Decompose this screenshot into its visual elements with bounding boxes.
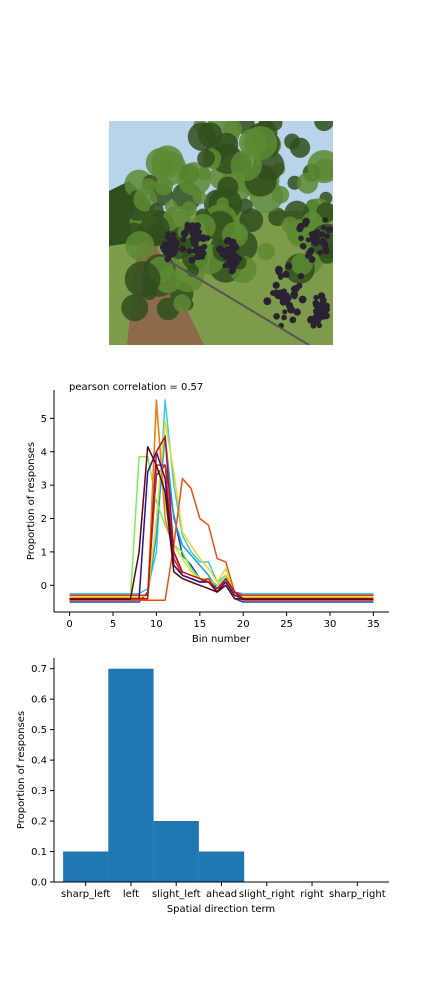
bar-chart-x-tick-label: slight_right (239, 889, 295, 900)
line-chart: pearson correlation = 0.57 0 5 10 15 20 25 30 3… (26, 382, 389, 645)
line-chart-y-tick-label: 1 (41, 547, 47, 558)
line-chart-y-tick-label: 0 (41, 581, 47, 592)
line-chart-y-label: Proportion of responses (26, 442, 37, 560)
line-chart-y-tick-label: 3 (41, 481, 47, 492)
bar-chart-x-tick-label: left (123, 889, 139, 900)
bar-left (108, 668, 154, 882)
line-chart-y-tick-label: 5 (41, 414, 47, 425)
bar-slight-left (153, 821, 199, 882)
vineyard-grapes-photo (109, 121, 333, 345)
line-chart-y-tick-label: 4 (41, 447, 47, 458)
line-chart-x-tick-label: 0 (66, 619, 72, 630)
line-chart-x-tick-label: 15 (193, 619, 206, 630)
line-chart-x-tick-label: 10 (150, 619, 163, 630)
bar-chart: sharp_left left slight_left ahead slight_rig… (16, 658, 389, 915)
line-series-1 (69, 464, 374, 603)
bar-chart-y-tick-label: 0.4 (31, 756, 47, 767)
bar-chart-x-tick-label: sharp_right (329, 889, 386, 900)
bar-chart-x-tick-label: right (300, 889, 324, 900)
bar-chart-x-tick-label: sharp_left (61, 889, 110, 900)
line-chart-x-tick-label: 20 (237, 619, 250, 630)
bar-sharp-left (63, 851, 109, 882)
bar-chart-y-tick-label: 0.2 (31, 817, 47, 828)
line-series-6 (69, 420, 374, 598)
line-chart-y-tick-label: 2 (41, 514, 47, 525)
bar-chart-x-tick-label: slight_left (152, 889, 201, 900)
bar-chart-y-tick-label: 0.0 (31, 878, 47, 889)
line-series-9 (69, 464, 374, 597)
line-series-3 (69, 434, 374, 597)
line-series-5 (69, 404, 374, 600)
bar-chart-y-tick-label: 0.3 (31, 786, 47, 797)
bar-chart-y-tick-label: 0.5 (31, 725, 47, 736)
bar-chart-y-tick-label: 0.1 (31, 847, 47, 858)
line-series-12 (69, 446, 374, 601)
bar-chart-x-label: Spatial direction term (167, 904, 275, 915)
bar-chart-y-label: Proportion of responses (16, 711, 27, 829)
bar-chart-y-tick-label: 0.6 (31, 695, 47, 706)
line-chart-x-tick-label: 35 (367, 619, 380, 630)
bar-chart-y-tick-label: 0.7 (31, 664, 47, 675)
line-chart-x-tick-label: 5 (110, 619, 116, 630)
bar-chart-x-tick-label: ahead (206, 889, 237, 900)
line-chart-title: pearson correlation = 0.57 (69, 382, 203, 393)
line-chart-x-tick-label: 25 (280, 619, 293, 630)
line-series-7 (69, 399, 374, 600)
line-series-8 (69, 477, 374, 602)
bar-ahead (198, 851, 245, 882)
line-chart-x-label: Bin number (192, 634, 251, 645)
line-chart-x-tick-label: 30 (324, 619, 337, 630)
line-series-4 (69, 456, 374, 600)
line-series-2 (69, 399, 374, 595)
